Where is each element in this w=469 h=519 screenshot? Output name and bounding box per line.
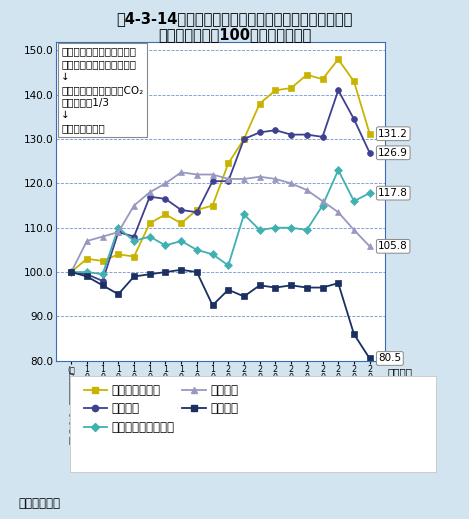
Text: 80.5: 80.5 xyxy=(378,353,401,363)
Text: 117.8: 117.8 xyxy=(378,188,408,198)
Text: 推移（基準年＝100として指標化）: 推移（基準年＝100として指標化） xyxy=(158,27,311,42)
Text: 資料：環境省: 資料：環境省 xyxy=(19,497,61,510)
Text: （年度）: （年度） xyxy=(388,367,413,377)
Text: 126.9: 126.9 xyxy=(378,148,408,158)
Text: 民生部門（業務その他及び
家庭部門）の増加が著しい
↓
民生部門は日本全体のCO₂
排出量の約1/3
↓
対策の必要性大: 民生部門（業務その他及び 家庭部門）の増加が著しい ↓ 民生部門は日本全体のCO… xyxy=(61,46,144,133)
Text: 131.2: 131.2 xyxy=(378,129,408,139)
Text: 105.8: 105.8 xyxy=(378,241,408,251)
Text: 図4-3-14　最終需要部門における二酸化炭素排出量の: 図4-3-14 最終需要部門における二酸化炭素排出量の xyxy=(116,11,353,26)
Legend: 業務その他部門, 家庭部門, エネルギー転換部門, 運輸部門, 産業部門: 業務その他部門, 家庭部門, エネルギー転換部門, 運輸部門, 産業部門 xyxy=(83,384,238,434)
